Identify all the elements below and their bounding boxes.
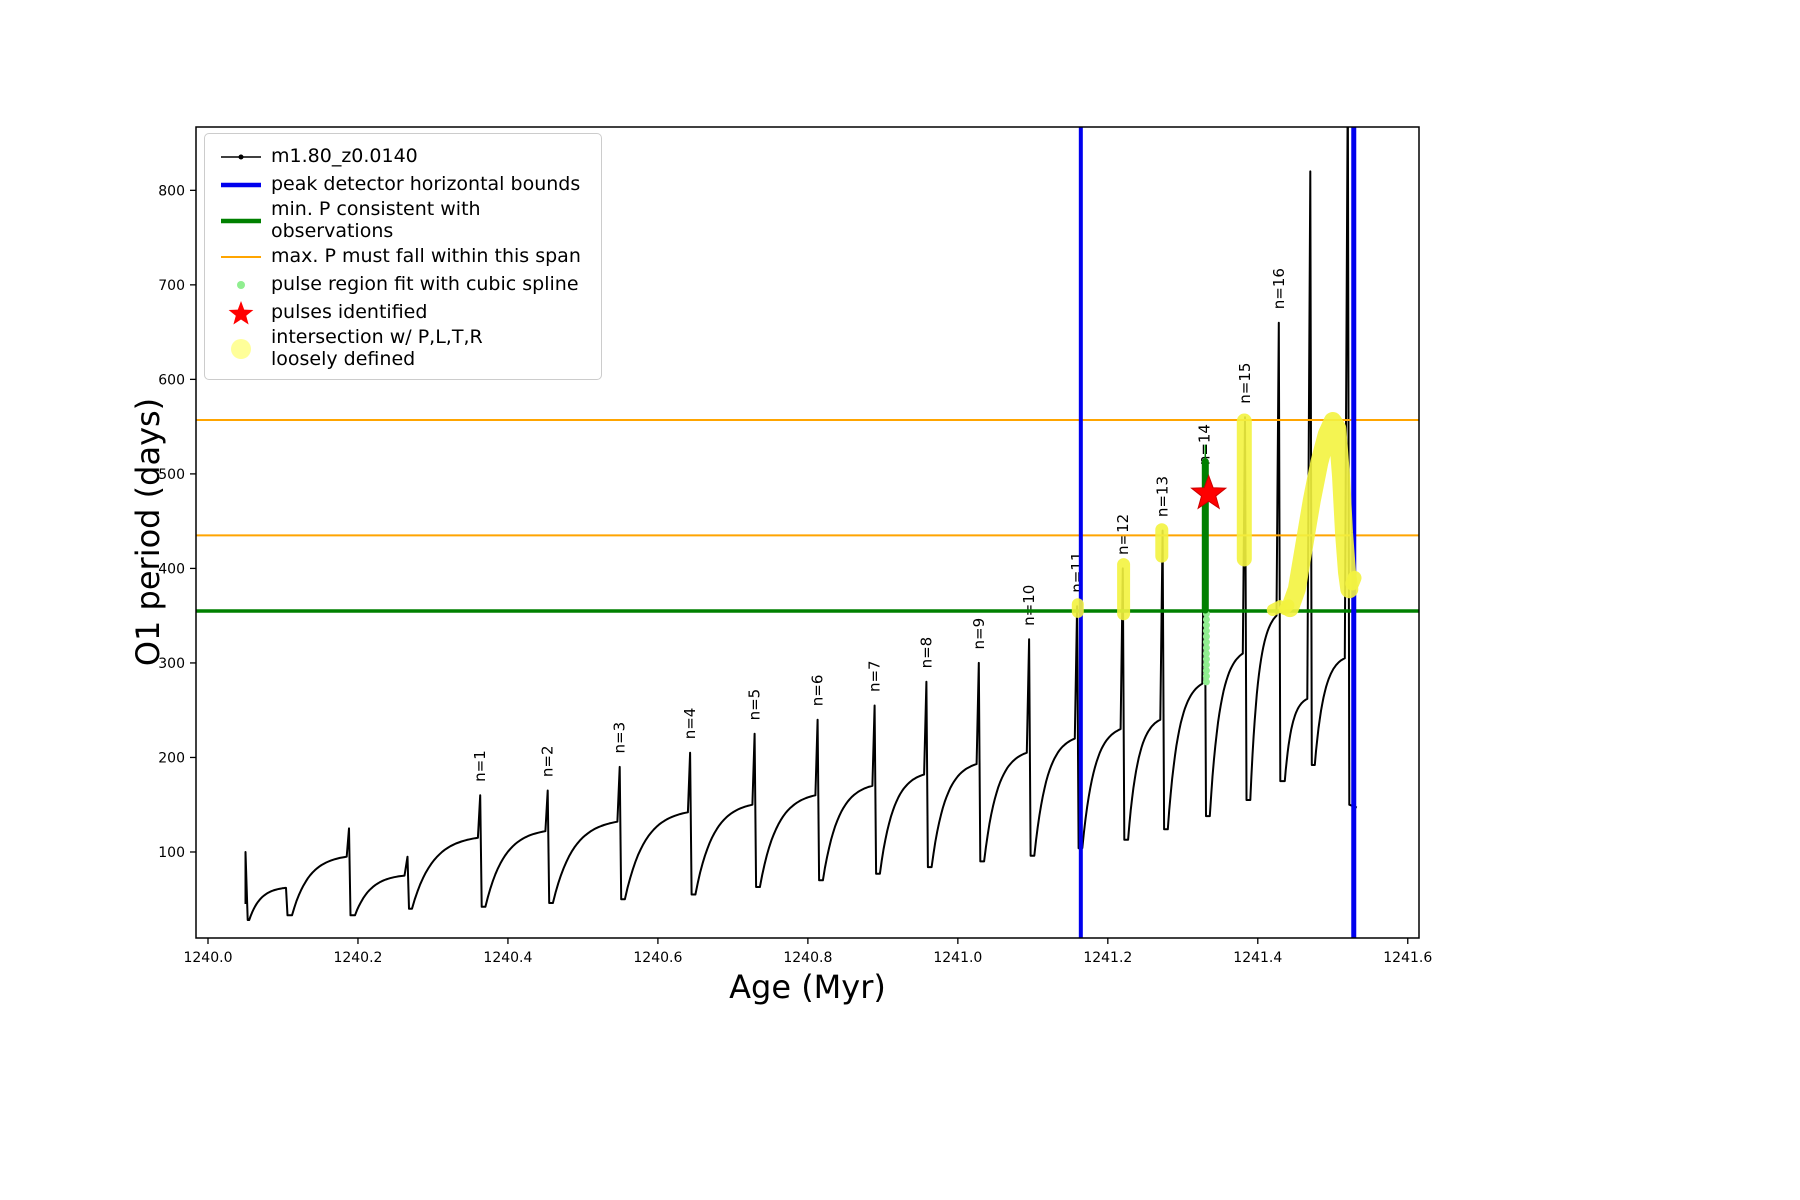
y-tick-label: 300 [158,656,185,672]
legend-label: pulses identified [271,300,428,323]
legend-label: pulse region fit with cubic spline [271,272,579,295]
spline-fit-dot [1202,632,1210,640]
pulse-label: n=10 [1020,585,1038,626]
legend-label: peak detector horizontal bounds [271,173,581,196]
legend-label: max. P must fall within this span [271,244,581,267]
legend-marker [217,143,265,171]
pulse-label: n=2 [539,745,557,777]
y-tick-label: 600 [158,372,185,388]
x-tick-label: 1240.6 [633,950,682,966]
spline-fit-dot [1202,627,1210,635]
x-tick-label: 1240.4 [483,950,532,966]
intersection-marker [1281,412,1359,618]
legend-marker [217,171,265,199]
pulse-label: n=6 [809,675,827,707]
legend-item-7: intersection w/ P,L,T,R loosely defined [217,325,589,371]
legend-item-5: pulse region fit with cubic spline [217,271,589,299]
legend-label: min. P consistent with observations [271,198,481,242]
legend-item-4: max. P must fall within this span [217,243,589,271]
legend-item-2: peak detector horizontal bounds [217,171,589,199]
spline-fit-dot [1202,615,1210,623]
x-tick-label: 1241.2 [1083,950,1132,966]
x-axis-label: Age (Myr) [729,968,886,1006]
spline-fit-dot [1202,644,1210,652]
spline-fit-dot [1202,672,1210,680]
legend-item-1: m1.80_z0.0140 [217,143,589,171]
line-dot-marker-icon [221,154,261,160]
pulse-label: n=13 [1154,476,1172,517]
legend-label: intersection w/ P,L,T,R loosely defined [271,325,483,370]
pulse-label: n=9 [970,618,988,650]
pulse-label: n=16 [1270,268,1288,309]
intersection-marker [1345,570,1362,591]
intersection-marker [1266,600,1287,616]
pulse-label: n=8 [917,637,935,669]
thick-line-marker-icon [221,182,261,188]
main-series-curve [244,127,1358,921]
spline-fit-dot [1202,661,1210,669]
pulse-label: n=1 [471,750,489,782]
star-marker-icon [228,300,254,325]
pulse-label: n=11 [1068,552,1086,593]
spline-fit-dot [1202,649,1210,657]
legend-marker [217,299,265,327]
legend-marker [217,207,265,235]
y-tick-label: 100 [158,845,185,861]
spline-fit-dot [1202,621,1210,629]
y-tick-label: 200 [158,750,185,766]
y-tick-label: 700 [158,278,185,294]
x-tick-label: 1241.0 [933,950,982,966]
y-tick-label: 800 [158,183,185,199]
spline-fit-dot [1202,638,1210,646]
thick-line-marker-icon [221,218,261,224]
y-axis-label: O1 period (days) [129,397,167,667]
legend-item-3: min. P consistent with observations [217,198,589,243]
legend-marker [217,335,265,363]
pulse-label: n=14 [1196,424,1214,465]
legend-marker [217,243,265,271]
y-tick-label: 500 [158,467,185,483]
spline-fit-dot [1202,667,1210,675]
x-tick-label: 1241.4 [1233,950,1282,966]
spline-fit-dot [1202,678,1210,686]
pulse-star-icon [1190,474,1228,510]
x-tick-label: 1240.2 [333,950,382,966]
x-tick-label: 1241.6 [1383,950,1432,966]
spline-fit-dot [1202,655,1210,663]
big-dot-marker-icon [231,338,251,359]
pulse-label: n=7 [866,660,884,692]
legend-label: m1.80_z0.0140 [271,145,418,168]
y-tick-label: 400 [158,561,185,577]
legend-item-6: pulses identified [217,299,589,327]
pulse-label: n=5 [746,689,764,721]
legend-marker [217,271,265,299]
x-tick-label: 1240.8 [783,950,832,966]
pulse-label: n=3 [611,722,629,754]
pulse-label: n=4 [681,708,699,740]
small-dot-marker-icon [237,280,245,289]
x-tick-label: 1240.0 [183,950,232,966]
line-marker-icon [221,255,261,258]
pulse-label: n=15 [1236,363,1254,404]
plot-area: n=1 n=2n=3 n=4n=5 n=6 n=7n=8n=9n=10n=11n=12n… [196,127,1419,938]
